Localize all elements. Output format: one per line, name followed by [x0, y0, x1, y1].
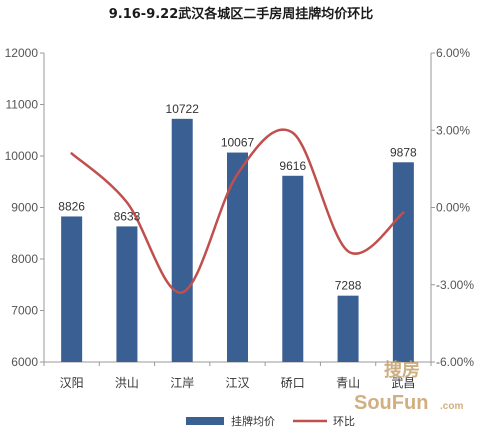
category-label: 汉阳: [60, 376, 84, 390]
chart-title: 9.16-9.22武汉各城区二手房周挂牌均价环比: [109, 6, 374, 22]
bar-江汉: [227, 152, 248, 362]
bar-value-label: 9878: [390, 145, 417, 159]
bar-series: [61, 118, 414, 362]
bar-value-label: 10067: [221, 136, 255, 150]
line-series: [70, 128, 405, 294]
bar-青山: [337, 295, 359, 362]
category-labels: 汉阳 洪山 江岸 江汉 硚口 青山 武昌: [60, 376, 416, 390]
bar-value-label: 9616: [279, 159, 306, 173]
category-label: 洪山: [115, 376, 139, 390]
legend: 挂牌均价 环比: [186, 414, 355, 428]
left-tick-label: 6000: [11, 355, 38, 369]
category-label: 青山: [336, 376, 360, 390]
bar-汉阳: [61, 216, 83, 362]
category-label: 江岸: [170, 376, 194, 390]
legend-label-line: 环比: [333, 415, 355, 428]
left-tick-label: 9000: [11, 201, 38, 215]
right-tick-label: -3.00%: [436, 278, 474, 292]
legend-swatch-bar: [186, 417, 224, 425]
category-label: 江汉: [225, 376, 249, 390]
bar-value-label: 8826: [58, 199, 85, 213]
right-tick-label: 3.00%: [436, 123, 470, 137]
left-tick-label: 12000: [5, 46, 39, 60]
left-tick-label: 8000: [11, 252, 38, 266]
category-label: 硚口: [281, 376, 305, 390]
soufun-watermark: 搜房 SouFun .com: [354, 359, 463, 414]
bar-江岸: [171, 118, 193, 362]
left-tick-label: 10000: [5, 149, 39, 163]
bar-value-label: 7288: [335, 279, 362, 293]
left-tick-label: 11000: [6, 98, 39, 112]
bar-硚口: [282, 175, 304, 362]
bar-value-label: 10722: [166, 102, 200, 116]
bar-武昌: [392, 162, 414, 362]
bar-洪山: [116, 226, 138, 362]
right-tick-label: 6.00%: [436, 46, 470, 60]
right-tick-label: 0.00%: [436, 201, 470, 215]
data-labels: 8826 8633 10722 10067 9616 7288 9878: [58, 102, 417, 293]
bar-value-label: 8633: [114, 209, 141, 223]
axes: 6000 7000 8000 9000 10000 11000 12000 -6.00% -3.…: [5, 46, 475, 369]
right-tick-label: -6.00%: [436, 355, 474, 369]
watermark-logo-cn: 搜房: [384, 359, 420, 381]
watermark-logo-domain: .com: [440, 401, 463, 412]
legend-label-bar: 挂牌均价: [231, 414, 275, 428]
category-label: 武昌: [391, 376, 415, 390]
line-series-path: [70, 128, 405, 294]
left-tick-label: 7000: [11, 304, 38, 318]
watermark-logo-en: SouFun: [354, 392, 428, 414]
